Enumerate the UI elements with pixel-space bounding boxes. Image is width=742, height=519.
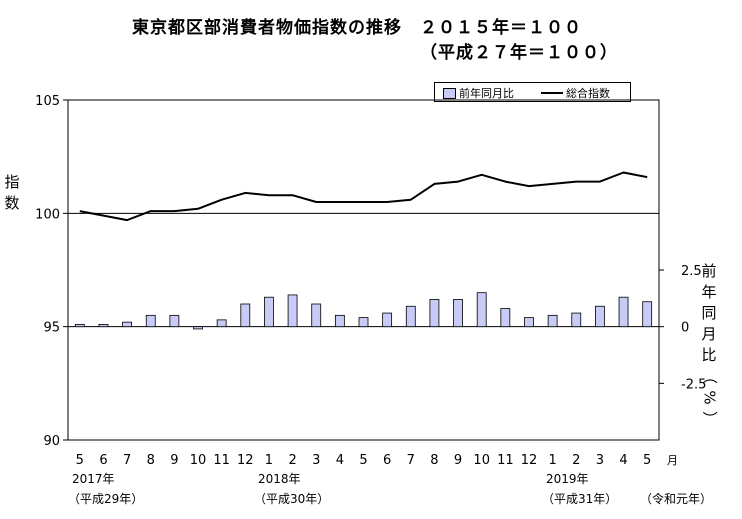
bar-2 bbox=[122, 321, 132, 328]
legend-bar-label: 前年同月比 bbox=[459, 87, 514, 100]
bar-22 bbox=[595, 305, 605, 328]
bar-4 bbox=[169, 314, 180, 328]
x-tick-label-20: 1 bbox=[548, 453, 556, 468]
year-label-2018: 2018年 bbox=[258, 472, 301, 486]
bar-23 bbox=[618, 296, 629, 328]
bar-24 bbox=[642, 301, 653, 328]
right-axis-label: 前年同月比（%） bbox=[700, 262, 719, 426]
x-tick-label-3: 8 bbox=[147, 453, 155, 468]
series-line-index bbox=[79, 171, 648, 222]
era-label-2017: （平成29年） bbox=[68, 492, 144, 506]
x-tick-label-18: 11 bbox=[497, 453, 514, 468]
bar-11 bbox=[334, 314, 345, 328]
bar-0 bbox=[74, 323, 85, 328]
x-tick-label-19: 12 bbox=[521, 453, 538, 468]
x-tick-label-12: 5 bbox=[359, 453, 367, 468]
left-tick-label-1: 100 bbox=[35, 207, 60, 222]
x-tick-label-10: 3 bbox=[312, 453, 320, 468]
era-label-2019: （平成31年） bbox=[542, 492, 618, 506]
left-axis-label: 指数 bbox=[4, 173, 20, 212]
plot-frame bbox=[67, 99, 660, 441]
year-label-2019: 2019年 bbox=[546, 472, 589, 486]
x-tick-label-8: 1 bbox=[265, 453, 273, 468]
bar-6 bbox=[216, 319, 227, 328]
left-tick-label-2: 95 bbox=[43, 321, 60, 336]
era-label-reiwa: （令和元年） bbox=[640, 492, 713, 506]
bar-14 bbox=[405, 305, 416, 328]
x-axis-unit: 月 bbox=[667, 454, 678, 467]
x-tick-label-11: 4 bbox=[336, 453, 344, 468]
x-tick-label-7: 12 bbox=[237, 453, 254, 468]
bar-13 bbox=[382, 312, 393, 328]
bar-17 bbox=[476, 292, 487, 328]
x-tick-label-24: 5 bbox=[643, 453, 651, 468]
x-tick-label-2: 7 bbox=[123, 453, 131, 468]
x-tick-label-9: 2 bbox=[288, 453, 296, 468]
left-tick-label-0: 105 bbox=[35, 94, 60, 109]
chart-title-line2: （平成２７年＝１００） bbox=[420, 43, 618, 63]
bar-1 bbox=[98, 323, 109, 328]
x-tick-label-13: 6 bbox=[383, 453, 391, 468]
x-tick-label-4: 9 bbox=[170, 453, 178, 468]
right-tick-label-0: 2.5 bbox=[681, 264, 702, 279]
x-tick-label-17: 10 bbox=[473, 453, 490, 468]
legend-line-swatch bbox=[541, 92, 563, 94]
chart-title-line1: 東京都区部消費者物価指数の推移 ２０１５年＝１００ bbox=[132, 18, 582, 38]
left-tick-label-3: 90 bbox=[43, 434, 60, 449]
year-label-2017: 2017年 bbox=[72, 472, 115, 486]
x-tick-label-5: 10 bbox=[190, 453, 207, 468]
x-tick-label-16: 9 bbox=[454, 453, 462, 468]
bar-5 bbox=[193, 326, 203, 330]
bar-3 bbox=[145, 314, 156, 328]
bar-19 bbox=[524, 317, 534, 328]
x-tick-label-15: 8 bbox=[430, 453, 438, 468]
bar-21 bbox=[571, 312, 582, 328]
bar-10 bbox=[311, 303, 322, 328]
bar-9 bbox=[287, 294, 298, 328]
x-tick-label-0: 5 bbox=[76, 453, 84, 468]
x-tick-label-22: 3 bbox=[596, 453, 604, 468]
x-tick-label-23: 4 bbox=[619, 453, 627, 468]
bar-20 bbox=[547, 314, 558, 328]
x-tick-label-6: 11 bbox=[213, 453, 230, 468]
legend-line-item: 総合指数 bbox=[541, 85, 610, 101]
bar-8 bbox=[264, 296, 274, 328]
bar-12 bbox=[358, 317, 369, 328]
bar-18 bbox=[500, 308, 511, 328]
legend: 前年同月比 総合指数 bbox=[434, 82, 631, 102]
x-tick-label-14: 7 bbox=[407, 453, 415, 468]
bar-16 bbox=[453, 299, 463, 328]
x-tick-label-21: 2 bbox=[572, 453, 580, 468]
legend-bar-swatch bbox=[443, 87, 456, 99]
right-tick-label-1: 0 bbox=[681, 321, 689, 336]
bar-7 bbox=[240, 303, 251, 328]
legend-line-label: 総合指数 bbox=[566, 87, 610, 100]
x-tick-label-1: 6 bbox=[99, 453, 107, 468]
bar-15 bbox=[429, 299, 440, 328]
right-tick-label-2: -2.5 bbox=[681, 377, 706, 392]
era-label-2018: （平成30年） bbox=[254, 492, 330, 506]
legend-bar-item: 前年同月比 bbox=[443, 85, 514, 101]
